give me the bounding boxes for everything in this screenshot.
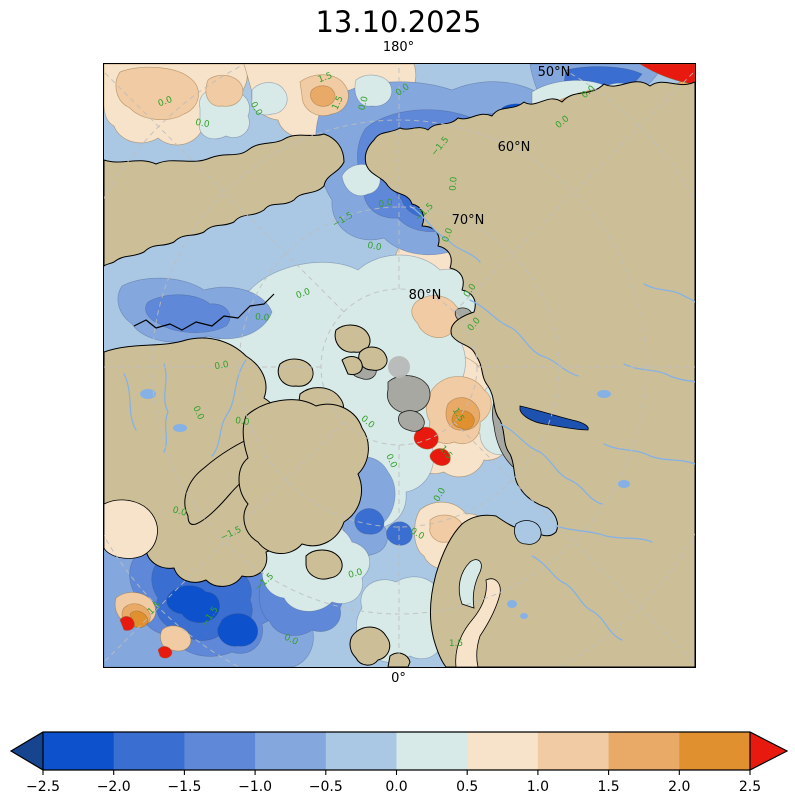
colorbar-segment	[184, 732, 256, 770]
inland-sea-layer	[104, 405, 589, 667]
latitude-label: 60°N	[498, 140, 531, 155]
colorbar-segment	[467, 732, 539, 770]
colorbar-canvas: −2.5 −2.0 −1.5 −1.0 −0.5 0.0 0.5 1.0 1.5 2.0 2.5	[9, 731, 789, 795]
svalbard-island	[386, 375, 431, 414]
contour-label: 0.0	[357, 95, 370, 112]
colorbar-segment	[396, 732, 468, 770]
figure-title: 13.10.2025	[315, 5, 482, 39]
banks-island	[277, 358, 314, 387]
alaska-landmass	[104, 133, 345, 267]
greenland-landmass	[238, 399, 369, 554]
colorbar-segment	[113, 732, 185, 770]
contour-label: 0.0	[378, 198, 394, 210]
colorbar-over-arrow	[750, 732, 787, 770]
colorbar-tick-label: −1.5	[167, 779, 201, 795]
latitude-label: 80°N	[409, 288, 442, 303]
contour-label: 1.5	[449, 639, 463, 649]
british-isles	[349, 626, 391, 666]
contour-label: 0.0	[171, 505, 188, 518]
colorbar-tick-label: 0.5	[456, 779, 478, 795]
contour-label: 1.5	[317, 71, 334, 85]
hudson-bay	[104, 499, 158, 559]
contour-label: 0.0	[441, 227, 455, 244]
contour-label: 0.0	[448, 176, 459, 191]
river-layer	[123, 205, 695, 641]
colorbar-segment	[608, 732, 680, 770]
colorbar-segment	[537, 732, 610, 770]
latitude-label: 70°N	[452, 213, 485, 228]
colorbar-tick-label: −0.5	[309, 779, 343, 795]
colorbar-tick-label: 2.5	[739, 779, 761, 795]
meridian-label-0: 0°	[391, 671, 406, 686]
latitude-labels-group: 50°N 60°N 70°N 80°N	[409, 65, 571, 303]
contour-labels-group: 0.00.00.01.51.5 0.00.0−1.50.00.0−1.5 −1.50…	[146, 71, 598, 649]
colorbar-tick-label: 1.0	[527, 779, 549, 795]
meridian-label-180: 180°	[382, 40, 415, 55]
contour-label: 0.0	[157, 95, 174, 109]
pole-data-hole	[388, 356, 410, 378]
latitude-label: 50°N	[538, 65, 571, 80]
contour-label: 0.0	[295, 287, 312, 301]
contour-label: 0.0	[255, 312, 270, 323]
colorbar-tick-label: 1.5	[597, 779, 619, 795]
colorbar-segment	[679, 732, 751, 770]
colorbar-segment	[325, 732, 397, 770]
colorbar-under-arrow	[11, 732, 43, 770]
colorbar-tick-label: −2.5	[26, 779, 60, 795]
colorbar-tick-label: −2.0	[97, 779, 131, 795]
graticule-layer	[104, 64, 695, 667]
colorbar-segment	[43, 732, 115, 770]
baltic-sea	[455, 578, 501, 667]
colorbar-tick-label: 2.0	[668, 779, 690, 795]
colorbar-tick-label: −1.0	[238, 779, 272, 795]
arctic-anomaly-map: 0.0 0.0 0.0 1.5 1.5 0.0 0.0 −1.5 0.0 0.0 −1.5 −1.5 0…	[103, 63, 696, 668]
over-range-layer	[119, 64, 695, 659]
contour-label: 0.0	[194, 118, 210, 130]
contour-label: 0.0	[366, 241, 382, 253]
map-canvas: 0.00.00.01.51.5 0.00.0−1.50.00.0−1.5 −1.50…	[104, 64, 695, 667]
contour-label: 0.0	[234, 416, 250, 428]
colorbar-segment	[255, 732, 327, 770]
contour-label: 0.0	[347, 567, 364, 580]
colorbar-tick-label: 0.0	[385, 779, 407, 795]
aleutian-island-arc	[133, 293, 275, 331]
iceland-island	[305, 549, 343, 580]
gulf-of-bothnia	[458, 559, 482, 609]
contour-label: 0.0	[214, 360, 230, 372]
colorbar: −2.5 −2.0 −1.5 −1.0 −0.5 0.0 0.5 1.0 1.5 2.0 2.5	[0, 729, 795, 804]
ob-gulf	[519, 405, 589, 431]
white-sea	[514, 520, 542, 545]
land-layer	[104, 81, 695, 667]
